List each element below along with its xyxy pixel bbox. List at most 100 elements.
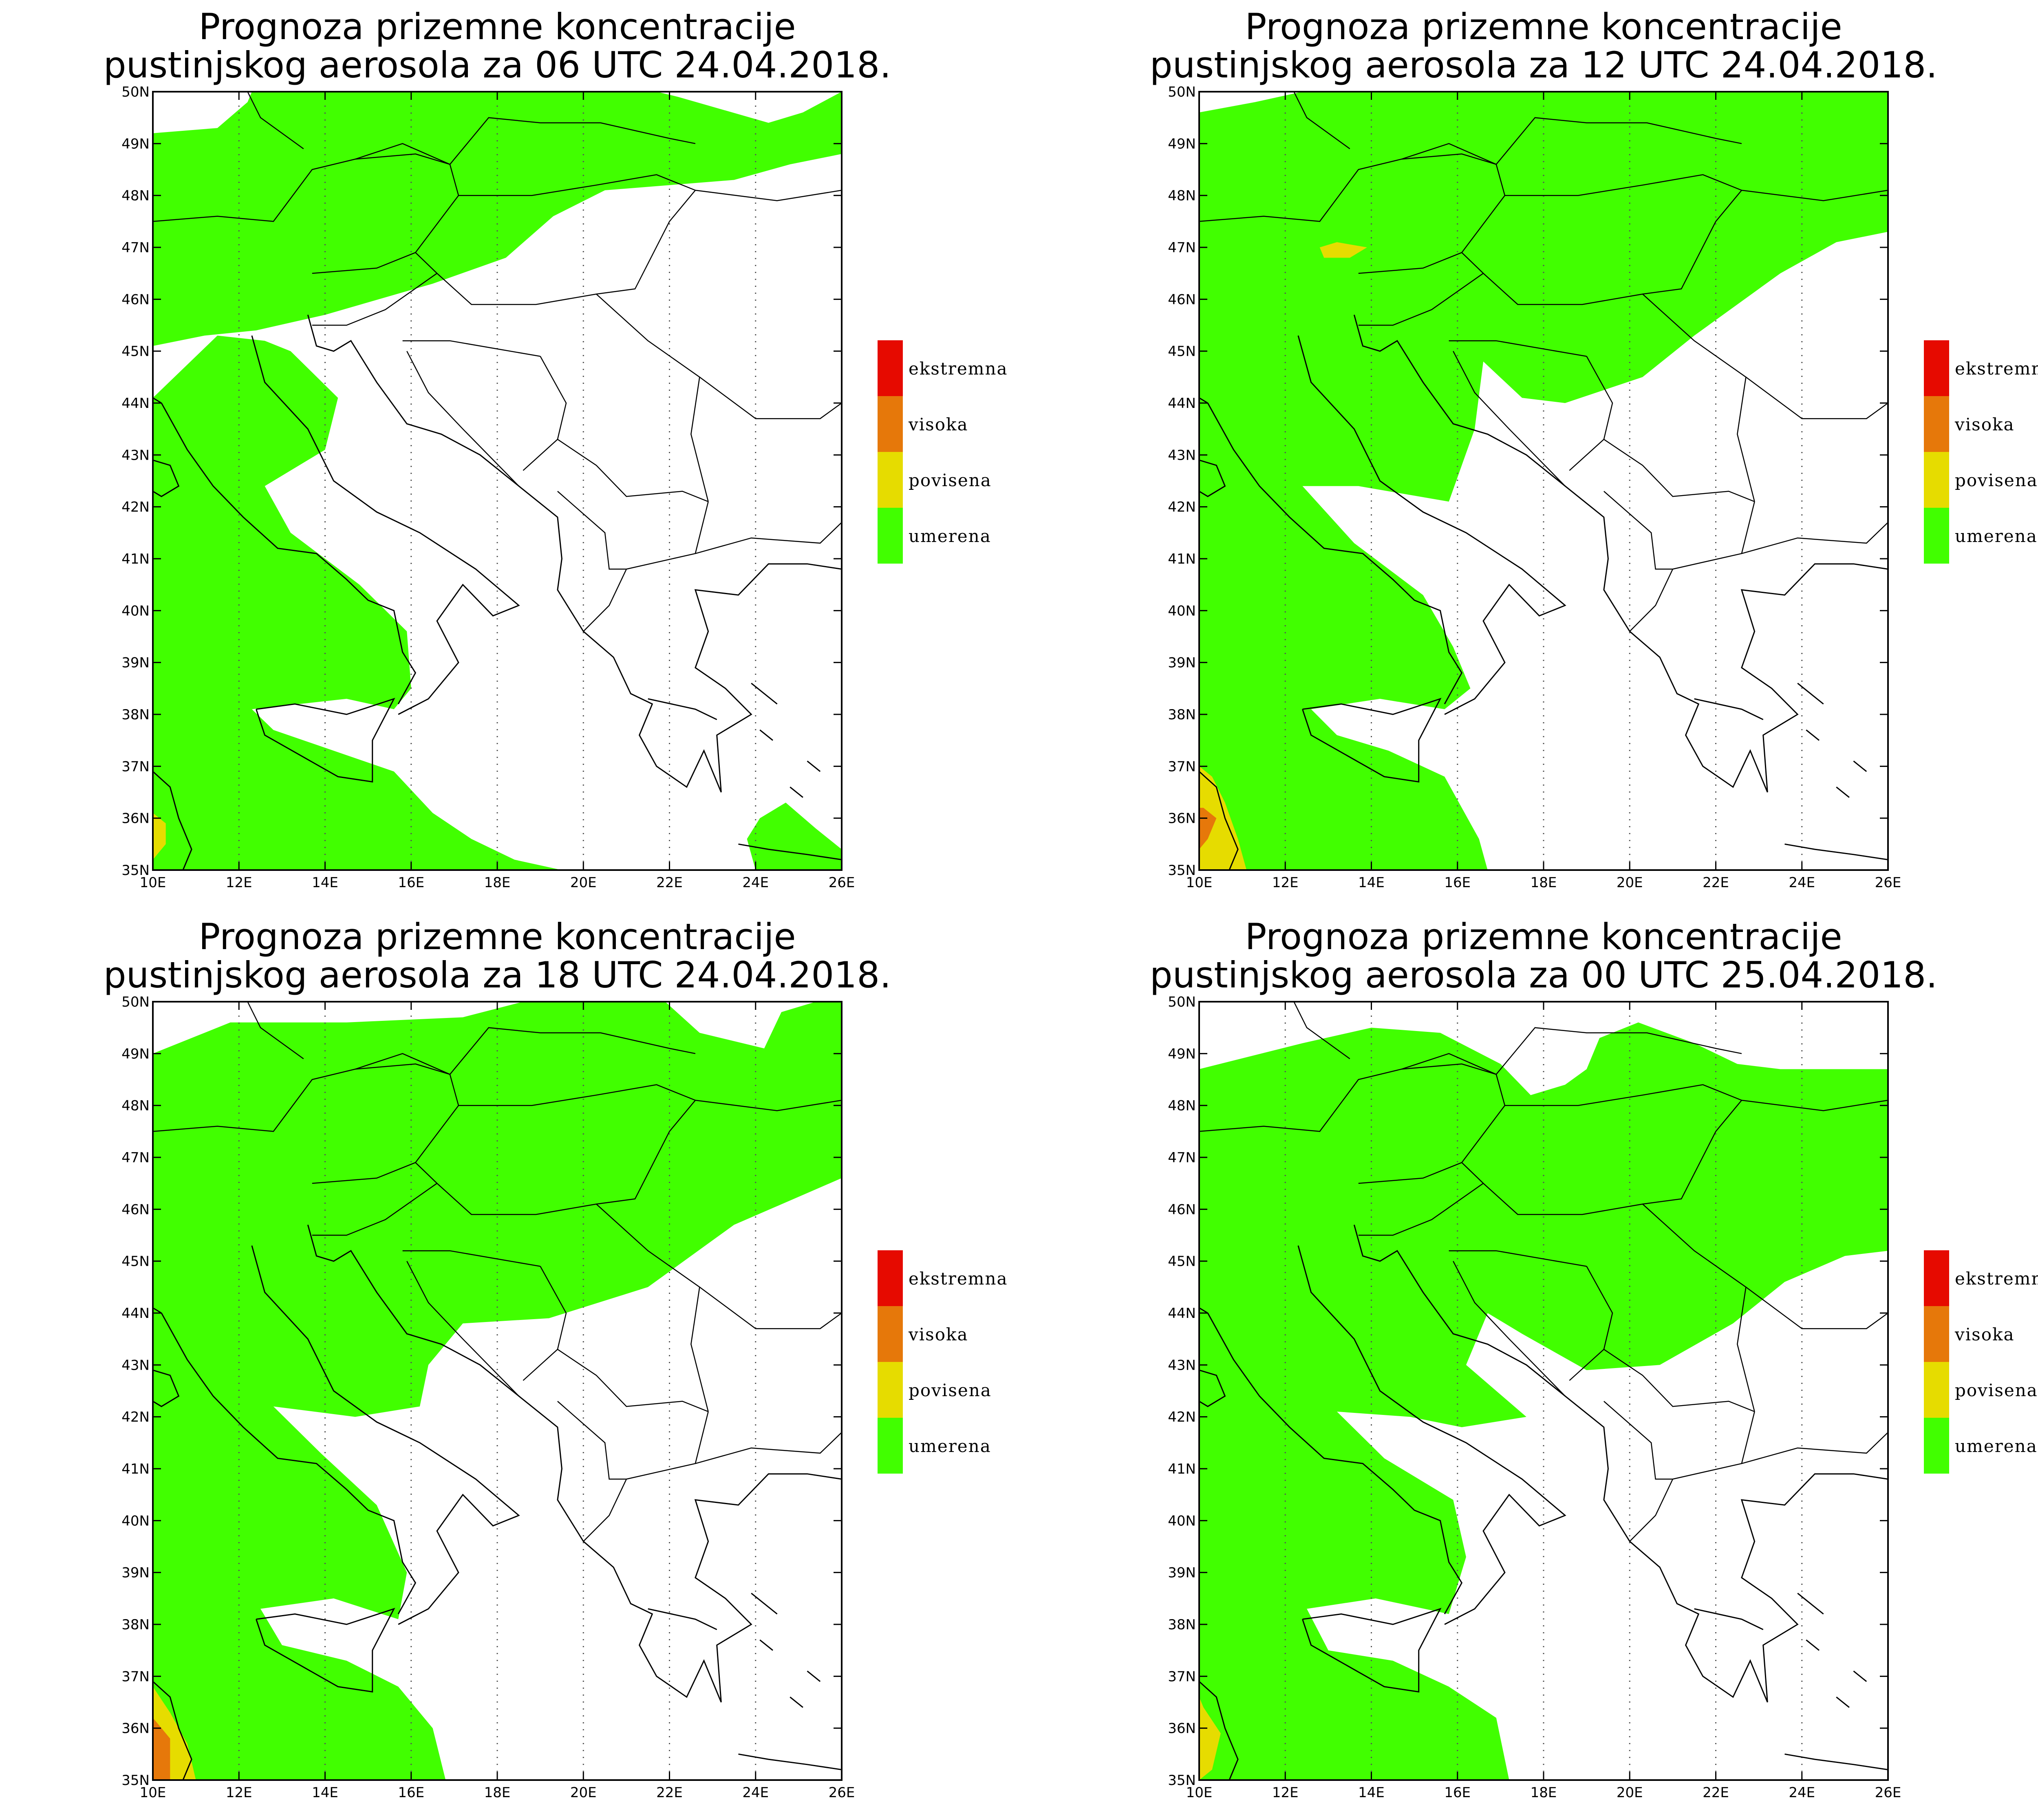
legend-swatch-povisena — [878, 1362, 903, 1418]
lat-tick-label: 41N — [1168, 551, 1196, 567]
legend-label-ekstremna: ekstremna — [1955, 1269, 2038, 1289]
coastline — [1297, 335, 1566, 715]
country-border — [596, 293, 709, 502]
legend-swatch-povisena — [878, 452, 903, 508]
country-border — [247, 92, 304, 150]
country-border — [1745, 377, 1888, 419]
lat-tick-label: 50N — [121, 84, 150, 100]
country-border — [699, 1287, 842, 1329]
country-border — [1741, 1411, 1755, 1464]
country-border — [312, 1162, 416, 1184]
country-border — [1401, 143, 1497, 165]
lat-tick-label: 38N — [121, 707, 150, 723]
coastline — [1297, 1245, 1566, 1625]
graticule — [1284, 1002, 1803, 1780]
coastline — [251, 335, 520, 715]
axis-ticks: 10E 12E 14E 16E 18E 20E 22E 24E 26E 35N 36N 37N 38N 3… — [121, 994, 855, 1801]
panel-title-line1: Prognoza prizemne koncentracije — [1245, 916, 1842, 958]
lat-tick-label: 48N — [1168, 1098, 1196, 1114]
country-border — [247, 1002, 304, 1060]
legend: ekstremna visoka povisena umerena — [1924, 340, 2038, 564]
coastlines-borders — [1199, 92, 1888, 870]
coastline — [751, 1593, 778, 1615]
country-border — [557, 1401, 842, 1480]
lon-tick-label: 24E — [1789, 1785, 1815, 1801]
coastline — [1797, 683, 1824, 705]
legend: ekstremna visoka povisena umerena — [878, 340, 1007, 564]
country-border — [312, 1183, 437, 1236]
coastline — [1806, 729, 1820, 741]
legend-label-umerena: umerena — [909, 526, 991, 546]
country-border — [1504, 174, 1742, 196]
legend: ekstremna visoka povisena umerena — [1924, 1250, 2038, 1474]
country-border — [1358, 252, 1462, 274]
coastline — [751, 683, 778, 705]
graticule — [238, 92, 757, 870]
country-border — [1603, 491, 1888, 570]
lon-tick-label: 20E — [570, 1785, 597, 1801]
legend-swatch-visoka — [878, 1306, 903, 1362]
coastline — [1694, 698, 1764, 721]
lon-tick-label: 20E — [1617, 1785, 1643, 1801]
aerosol-region-visoka — [153, 1718, 170, 1780]
coastline — [1784, 1753, 1888, 1770]
country-border — [1401, 1053, 1497, 1075]
coastline — [1806, 1639, 1820, 1651]
legend-swatch-ekstremna — [1924, 1250, 1949, 1306]
lat-tick-label: 41N — [1168, 1461, 1196, 1477]
country-border — [1603, 1349, 1755, 1412]
lat-tick-label: 42N — [121, 499, 150, 516]
coastline — [1853, 760, 1867, 772]
coastline — [1853, 1670, 1867, 1682]
lat-tick-label: 37N — [121, 758, 150, 775]
coastline — [1199, 397, 1208, 404]
country-border — [1293, 92, 1350, 150]
country-border — [1293, 1002, 1350, 1060]
coastline — [738, 1753, 842, 1770]
lat-tick-label: 41N — [121, 1461, 150, 1477]
lat-tick-label: 46N — [1168, 1201, 1196, 1218]
legend-swatch-umerena — [1924, 1418, 1949, 1474]
legend-swatch-povisena — [1924, 1362, 1949, 1418]
lat-tick-label: 48N — [121, 1098, 150, 1114]
coastline — [738, 843, 842, 860]
lon-tick-label: 14E — [312, 875, 338, 891]
lon-tick-label: 16E — [398, 1785, 424, 1801]
lat-tick-label: 42N — [121, 1409, 150, 1426]
lat-tick-label: 47N — [121, 1150, 150, 1166]
coastline — [307, 1225, 842, 1703]
coastline — [256, 698, 395, 783]
lat-tick-label: 41N — [121, 551, 150, 567]
lat-tick-label: 35N — [1168, 862, 1196, 879]
lat-tick-label: 40N — [1168, 603, 1196, 619]
country-border — [557, 491, 842, 570]
panel-title-line2: pustinjskog aerosola za 12 UTC 24.04.201… — [1150, 44, 1937, 86]
lat-tick-label: 49N — [1168, 1046, 1196, 1062]
lat-tick-label: 37N — [1168, 1668, 1196, 1685]
coastline — [1199, 459, 1226, 497]
country-border — [1461, 190, 1742, 305]
aerosol-region-povisena — [1199, 1697, 1221, 1780]
country-border — [557, 439, 709, 502]
coastlines-borders — [1199, 1002, 1888, 1780]
coastlines-borders — [153, 1002, 842, 1780]
lat-tick-label: 39N — [1168, 655, 1196, 671]
lat-tick-label: 36N — [121, 811, 150, 827]
aerosol-region-povisena — [1319, 242, 1367, 258]
lat-tick-label: 35N — [121, 862, 150, 879]
country-border — [1504, 1084, 1742, 1106]
lon-tick-label: 12E — [226, 1785, 252, 1801]
lon-tick-label: 14E — [1358, 1785, 1385, 1801]
country-border — [695, 189, 842, 201]
legend-label-umerena: umerena — [1955, 1436, 2038, 1456]
coastline — [1207, 403, 1463, 705]
legend-label-ekstremna: ekstremna — [1955, 359, 2038, 379]
lat-tick-label: 37N — [121, 1668, 150, 1685]
coastline — [648, 698, 717, 721]
country-border — [312, 273, 437, 326]
coastline — [1199, 771, 1239, 870]
legend-label-ekstremna: ekstremna — [909, 1269, 1008, 1289]
panel-title-line2: pustinjskog aerosola za 18 UTC 24.04.201… — [104, 954, 891, 996]
lat-tick-label: 44N — [1168, 1305, 1196, 1322]
lon-tick-label: 10E — [140, 875, 166, 891]
